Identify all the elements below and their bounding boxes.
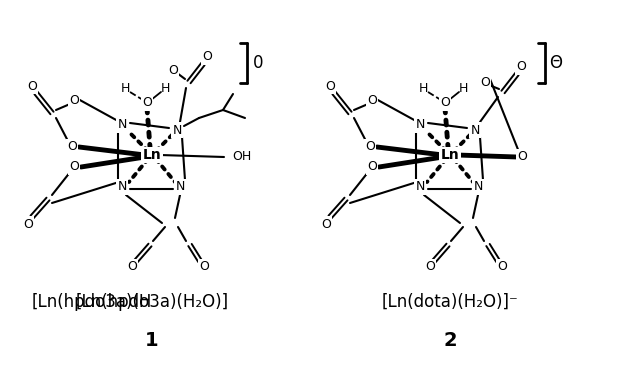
Text: O: O xyxy=(127,261,137,274)
Text: Ln: Ln xyxy=(143,148,161,162)
Text: 2: 2 xyxy=(443,330,457,349)
Text: [Ln(hpdo3a)(H: [Ln(hpdo3a)(H xyxy=(31,293,152,311)
Text: O: O xyxy=(202,51,212,64)
Text: Θ: Θ xyxy=(550,54,563,72)
Text: H: H xyxy=(458,83,468,95)
Text: N: N xyxy=(415,119,425,132)
Text: O: O xyxy=(425,261,435,274)
Text: O: O xyxy=(516,61,526,73)
Text: O: O xyxy=(480,76,490,88)
Text: O: O xyxy=(69,95,79,107)
Text: OH: OH xyxy=(232,151,252,164)
Text: O: O xyxy=(365,141,375,154)
Text: O: O xyxy=(321,217,331,230)
Text: O: O xyxy=(168,64,178,76)
Text: O: O xyxy=(23,217,33,230)
Text: O: O xyxy=(69,161,79,173)
Text: N: N xyxy=(117,119,127,132)
Text: O: O xyxy=(27,80,37,93)
Text: 1: 1 xyxy=(145,330,159,349)
Text: O: O xyxy=(199,261,209,274)
Text: [Ln(hpdo3a)(H₂O)]: [Ln(hpdo3a)(H₂O)] xyxy=(76,293,228,311)
Text: N: N xyxy=(117,181,127,193)
Text: N: N xyxy=(172,124,182,137)
Text: O: O xyxy=(367,95,377,107)
Text: H: H xyxy=(120,83,130,95)
Text: O: O xyxy=(497,261,507,274)
Text: N: N xyxy=(175,181,185,193)
Text: O: O xyxy=(517,151,527,164)
Text: O: O xyxy=(367,161,377,173)
Text: H: H xyxy=(419,83,428,95)
Text: O: O xyxy=(440,96,450,110)
Text: O: O xyxy=(67,141,77,154)
Text: O: O xyxy=(142,96,152,110)
Text: Ln: Ln xyxy=(440,148,460,162)
Text: N: N xyxy=(474,181,483,193)
Text: [Ln(dota)(H₂O)]⁻: [Ln(dota)(H₂O)]⁻ xyxy=(381,293,518,311)
Text: 0: 0 xyxy=(253,54,263,72)
Text: N: N xyxy=(470,124,480,137)
Text: H: H xyxy=(160,83,170,95)
Text: N: N xyxy=(415,181,425,193)
Text: O: O xyxy=(325,80,335,93)
